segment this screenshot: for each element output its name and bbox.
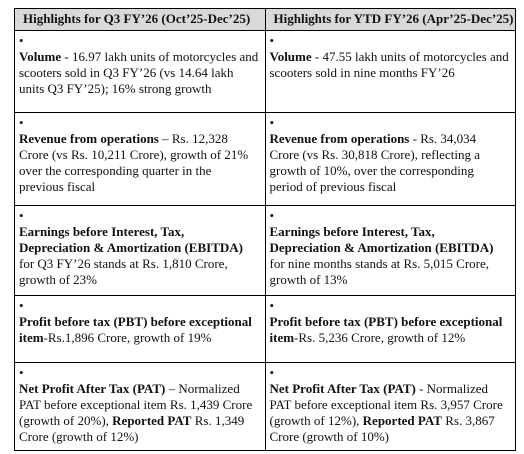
table-cell: • Volume - 16.97 lakh units of motorcycle… [14,30,266,113]
bold-text: Net Profit After Tax (PAT) [269,381,416,396]
bullet: • [19,33,24,48]
highlights-table: Highlights for Q3 FY’26 (Oct’25-Dec’25) H… [14,8,516,451]
text: for Q3 FY’26 stands at Rs. 1,810 Crore, … [19,256,228,287]
bullet: • [19,208,24,223]
item-text: Profit before tax (PBT) before exception… [19,314,259,346]
bullet-item: • Profit before tax (PBT) before exceptio… [270,298,510,346]
text: - Normalized PAT before exceptional item… [269,381,503,428]
table-row: • Profit before tax (PBT) before exceptio… [14,295,516,363]
bold-text: Earnings before Interest, Tax, Depreciat… [269,224,494,255]
table-cell: • Revenue from operations - Rs. 34,034 Cr… [264,112,516,206]
bold-text: Net Profit After Tax (PAT) [19,381,166,396]
table-row: • Volume - 16.97 lakh units of motorcycle… [14,30,516,113]
bullet-item: • Net Profit After Tax (PAT) – Normalized… [19,365,259,445]
bold-text: Reported PAT [362,413,442,428]
text: -Rs.1,896 Crore, growth of 19% [43,330,212,345]
table-body: • Volume - 16.97 lakh units of motorcycle… [14,30,516,451]
text: – Normalized PAT before exceptional item… [19,381,253,428]
text: - 16.97 lakh units of motorcycles and sc… [19,49,259,96]
bullet: • [269,365,275,380]
table-cell: • Profit before tax (PBT) before exceptio… [264,295,516,363]
item-text: Volume - 47.55 lakh units of motorcycles… [270,49,510,81]
bold-text: Earnings before Interest, Tax, Depreciat… [19,224,243,255]
column-header: Highlights for Q3 FY’26 (Oct’25-Dec’25) [14,8,266,31]
bullet: • [19,298,24,313]
bullet-item: • Net Profit After Tax (PAT) - Normalized… [270,365,510,445]
item-text: Net Profit After Tax (PAT) – Normalized … [19,381,259,445]
bullet-item: • Earnings before Interest, Tax, Deprecia… [270,208,510,288]
item-text: Profit before tax (PBT) before exception… [270,314,510,346]
bullet-item: • Revenue from operations - Rs. 34,034 Cr… [270,115,510,195]
text: - Rs. 34,034 Crore (vs Rs. 30,818 Crore)… [269,131,480,194]
item-text: Net Profit After Tax (PAT) - Normalized … [270,381,510,445]
table-cell: • Revenue from operations – Rs. 12,328 Cr… [14,112,266,206]
table-cell: • Volume - 47.55 lakh units of motorcycle… [264,30,516,113]
bullet: • [19,115,24,130]
table-row: • Net Profit After Tax (PAT) – Normalized… [14,362,516,451]
bold-text: Profit before tax (PBT) before exception… [269,314,503,345]
item-text: Earnings before Interest, Tax, Depreciat… [19,224,259,288]
header-row: Highlights for Q3 FY’26 (Oct’25-Dec’25) H… [14,8,516,31]
text: -Rs. 5,236 Crore, growth of 12% [294,330,466,345]
text: - 47.55 lakh units of motorcycles and sc… [269,49,509,80]
column-header: Highlights for YTD FY’26 (Apr’25-Dec’25) [264,8,516,31]
table-cell: • Net Profit After Tax (PAT) – Normalized… [14,362,266,451]
text: Rs. 1,349 Crore (growth of 12%) [19,413,245,444]
item-text: Revenue from operations - Rs. 34,034 Cro… [270,131,510,195]
text: for nine months stands at Rs. 5,015 Cror… [269,256,490,287]
table-cell: • Earnings before Interest, Tax, Deprecia… [264,205,516,296]
bullet-item: • Revenue from operations – Rs. 12,328 Cr… [19,115,259,195]
bullet-item: • Volume - 16.97 lakh units of motorcycle… [19,33,259,97]
bold-text: Revenue from operations [269,131,410,146]
bullet-item: • Profit before tax (PBT) before exceptio… [19,298,259,346]
bullet-item: • Earnings before Interest, Tax, Deprecia… [19,208,259,288]
bold-text: Revenue from operations [19,131,159,146]
item-text: Revenue from operations – Rs. 12,328 Cro… [19,131,259,195]
text: – Rs. 12,328 Crore (vs Rs. 10,211 Crore)… [19,131,249,194]
table-row: • Revenue from operations – Rs. 12,328 Cr… [14,112,516,206]
table-row: • Earnings before Interest, Tax, Deprecia… [14,205,516,296]
bold-text: Volume [19,49,62,64]
bullet-item: • Volume - 47.55 lakh units of motorcycle… [270,33,510,81]
bold-text: Volume [269,49,312,64]
text: Rs. 3,867 Crore (growth of 10%) [269,413,495,444]
bullet: • [269,208,275,223]
table-cell: • Profit before tax (PBT) before exceptio… [14,295,266,363]
item-text: Volume - 16.97 lakh units of motorcycles… [19,49,259,97]
bullet: • [269,33,275,48]
item-text: Earnings before Interest, Tax, Depreciat… [270,224,510,288]
table-cell: • Earnings before Interest, Tax, Deprecia… [14,205,266,296]
bullet: • [19,365,24,380]
bold-text: Profit before tax (PBT) before exception… [19,314,252,345]
bold-text: Reported PAT [112,413,192,428]
bullet: • [269,298,275,313]
table-cell: • Net Profit After Tax (PAT) - Normalized… [264,362,516,451]
bullet: • [269,115,275,130]
